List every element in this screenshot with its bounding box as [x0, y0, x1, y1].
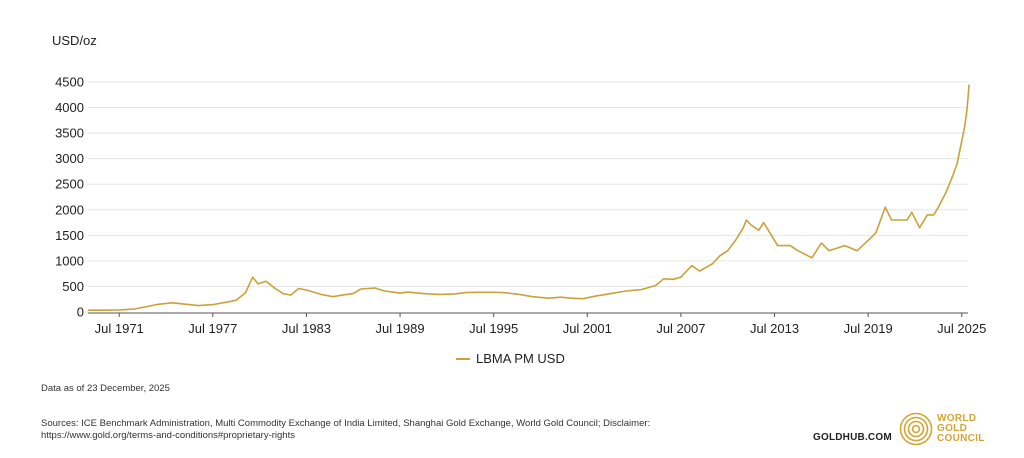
logo-line-1: WORLD: [937, 413, 977, 424]
data-as-of-note: Data as of 23 December, 2025: [41, 383, 170, 394]
x-tick-label: Jul 2025: [937, 321, 986, 336]
logo-line-2: GOLD: [937, 423, 968, 434]
y-tick-label: 0: [77, 305, 84, 320]
y-tick-label: 3500: [55, 126, 84, 141]
logo-wordmark: WORLD GOLD COUNCIL: [937, 414, 985, 444]
concentric-circles-logo-icon: [899, 412, 933, 446]
legend-swatch: [456, 357, 470, 360]
x-tick-label: Jul 2001: [563, 321, 612, 336]
y-tick-label: 1000: [55, 253, 84, 268]
world-gold-council-logo: WORLD GOLD COUNCIL: [899, 412, 985, 446]
x-tick-label: Jul 1995: [469, 321, 518, 336]
price-chart: 0 500 1000 1500 2000 2500 3000 3500 4000 4500 Jul…: [55, 75, 986, 337]
y-tick-label: 4500: [55, 75, 84, 90]
x-tick-label: Jul 1983: [282, 321, 331, 336]
x-tick-label: Jul 2007: [656, 321, 705, 336]
y-tick-label: 2000: [55, 202, 84, 217]
x-tick-label: Jul 1971: [95, 321, 144, 336]
series-line-lbma-pm-usd: [88, 84, 970, 311]
y-axis-ticks: 0 500 1000 1500 2000 2500 3000 3500 4000 4500: [55, 75, 84, 320]
y-tick-label: 1500: [55, 228, 84, 243]
y-axis-unit-label: USD/oz: [52, 33, 97, 48]
y-tick-label: 4000: [55, 100, 84, 115]
x-tick-label: Jul 1989: [375, 321, 424, 336]
legend: LBMA PM USD: [456, 351, 565, 366]
y-tick-label: 500: [62, 279, 84, 294]
x-tick-label: Jul 2019: [844, 321, 893, 336]
goldhub-link[interactable]: GOLDHUB.COM: [813, 432, 892, 443]
y-tick-label: 2500: [55, 177, 84, 192]
sources-disclaimer: Sources: ICE Benchmark Administration, M…: [41, 418, 651, 441]
y-tick-label: 3000: [55, 151, 84, 166]
legend-label: LBMA PM USD: [476, 351, 565, 366]
x-tick-label: Jul 1977: [188, 321, 237, 336]
x-axis-ticks: Jul 1971 Jul 1977 Jul 1983 Jul 1989 Jul 1995…: [95, 313, 986, 336]
gridlines: [88, 81, 968, 287]
x-tick-label: Jul 2013: [750, 321, 799, 336]
logo-line-3: COUNCIL: [937, 433, 985, 444]
